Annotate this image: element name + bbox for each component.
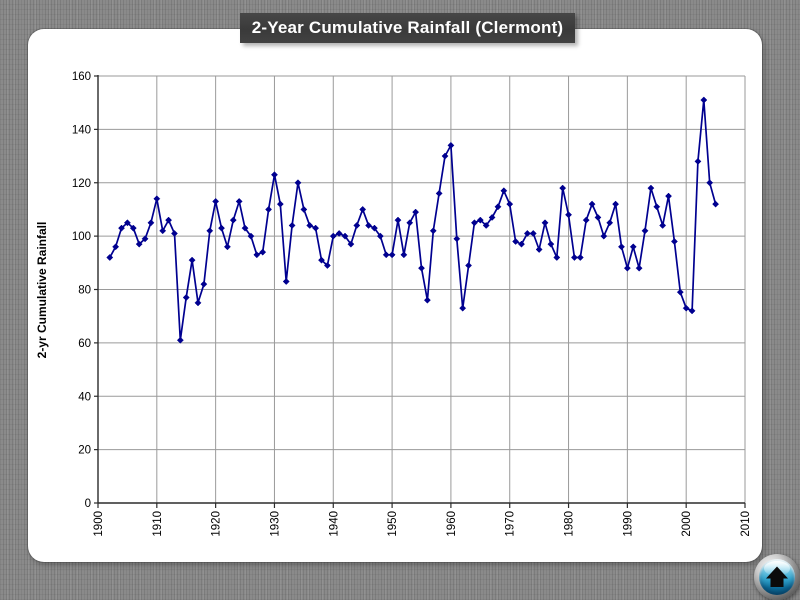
svg-text:2000: 2000 (681, 511, 693, 537)
svg-text:140: 140 (72, 124, 91, 136)
svg-text:1900: 1900 (93, 511, 105, 537)
svg-text:1960: 1960 (446, 511, 458, 537)
home-button[interactable] (754, 554, 800, 600)
svg-text:2010: 2010 (740, 511, 752, 537)
svg-text:1950: 1950 (387, 511, 399, 537)
svg-text:1920: 1920 (211, 511, 223, 537)
svg-text:20: 20 (78, 445, 91, 457)
chart-title: 2-Year Cumulative Rainfall (Clermont) (251, 18, 564, 37)
svg-text:1940: 1940 (328, 511, 340, 537)
svg-text:100: 100 (72, 231, 91, 243)
svg-text:60: 60 (78, 338, 91, 350)
slide-card (28, 29, 762, 562)
svg-text:2-yr Cumulative Rainfall: 2-yr Cumulative Rainfall (35, 222, 49, 359)
svg-text:120: 120 (72, 178, 91, 190)
svg-text:160: 160 (72, 71, 91, 83)
svg-text:1970: 1970 (505, 511, 517, 537)
home-icon (766, 566, 788, 587)
svg-text:40: 40 (78, 391, 91, 403)
svg-text:1980: 1980 (564, 511, 576, 537)
svg-text:1990: 1990 (622, 511, 634, 537)
svg-text:0: 0 (85, 498, 91, 510)
svg-text:80: 80 (78, 285, 91, 297)
svg-text:1930: 1930 (269, 511, 281, 537)
svg-text:1910: 1910 (152, 511, 164, 537)
chart-title-bar: 2-Year Cumulative Rainfall (Clermont) (240, 13, 575, 43)
